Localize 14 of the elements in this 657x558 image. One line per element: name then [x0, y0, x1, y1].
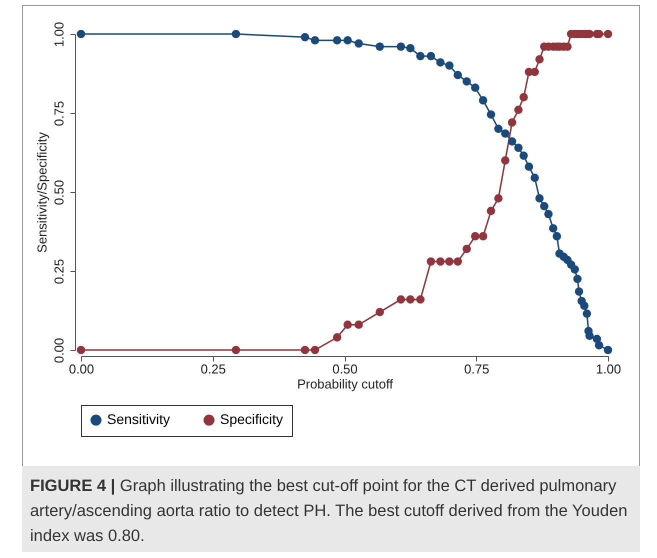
y-tick-label: 1.00 — [52, 22, 66, 48]
x-axis-title: Probability cutoff — [297, 376, 394, 392]
legend-label: Sensitivity — [107, 411, 170, 428]
y-tick-label: 0.75 — [52, 100, 66, 126]
y-tick-label: 0.25 — [52, 258, 66, 284]
legend-label: Specificity — [220, 411, 284, 428]
x-tick-label: 1.00 — [596, 362, 622, 376]
x-tick-label: 0.25 — [200, 362, 226, 376]
caption: FIGURE 4 | Graph illustrating the best cut-off point for the CT derived pulmonary artery/ascending aorta ratio to detect PH. The best cutoff derived from the Youden index was 0.80. — [30, 476, 628, 547]
y-tick-label: 0.50 — [52, 180, 66, 206]
x-tick-label: 0.50 — [332, 362, 358, 376]
y-axis-title: Sensitivity/Specificity — [34, 132, 50, 253]
x-tick-label: 0.75 — [464, 362, 490, 376]
x-tick-label: 0.00 — [68, 362, 94, 376]
